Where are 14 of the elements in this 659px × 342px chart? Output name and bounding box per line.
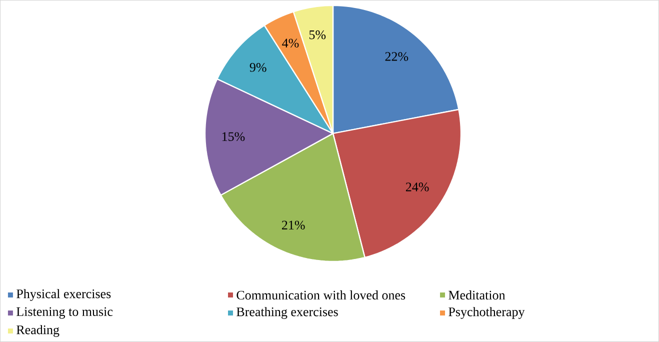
data-label: 9%: [250, 63, 266, 72]
data-label: 4%: [282, 38, 299, 48]
data-label: 24%: [406, 182, 429, 192]
legend-label: Reading: [16, 325, 60, 337]
legend-label: Breathing exercises: [236, 307, 338, 319]
data-label: 15%: [222, 132, 245, 142]
legend-label: Listening to music: [16, 307, 113, 319]
legend-label: Meditation: [448, 290, 506, 300]
legend-label: Physical exercises: [16, 289, 111, 301]
legend-label: Communication with loved ones: [236, 290, 406, 300]
data-label: 5%: [309, 30, 326, 40]
data-label: 21%: [282, 220, 305, 230]
data-label: 22%: [385, 52, 408, 61]
legend-label: Psychotherapy: [448, 307, 525, 319]
